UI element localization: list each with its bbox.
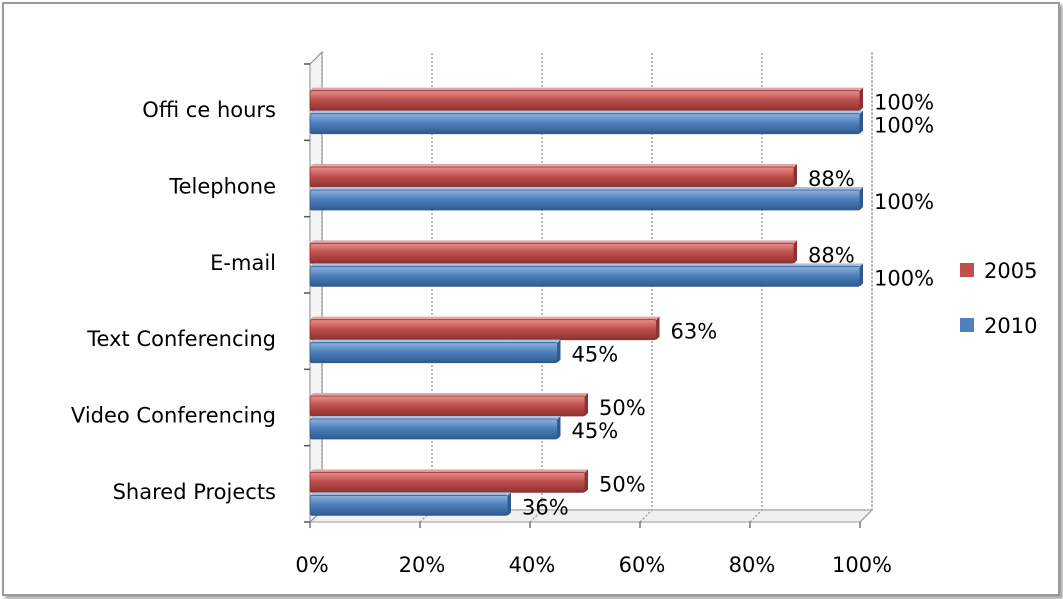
bar-front-face: [309, 418, 558, 440]
bar-front-face: [309, 189, 861, 211]
category-label: Telephone: [168, 175, 276, 199]
bar-end-face: [860, 87, 863, 111]
data-labels: 100%100%88%100%88%100%63%45%50%45%50%36%: [522, 91, 934, 520]
bar-2010: [309, 492, 511, 516]
bar-end-face: [557, 339, 561, 363]
bar-top-face: [310, 263, 863, 267]
category-label: Video Conferencing: [71, 404, 276, 428]
category-labels: Offi ce hours Telephone E-mail Text Confere…: [71, 98, 276, 504]
bar-top-face: [310, 87, 863, 91]
bar-top-face: [310, 316, 660, 320]
data-label-2010: 45%: [572, 419, 619, 443]
bar-front-face: [309, 494, 509, 516]
bar-top-face: [310, 469, 588, 473]
bar-end-face: [794, 240, 797, 264]
bar-end-face: [860, 187, 863, 210]
data-label-2005: 50%: [599, 472, 646, 496]
bar-end-face: [656, 316, 660, 340]
legend-swatch-2005: [960, 263, 974, 277]
data-label-2005: 50%: [599, 396, 646, 420]
bar-front-face: [309, 395, 586, 417]
bar-2005: [309, 316, 660, 341]
bar-top-face: [310, 339, 561, 343]
bar-2010: [309, 263, 863, 287]
bar-top-face: [310, 240, 797, 244]
gridline: [749, 52, 763, 523]
data-label-2010: 100%: [874, 266, 934, 290]
x-tick-label: 20%: [399, 553, 446, 577]
bar-front-face: [309, 90, 861, 112]
bar-2005: [309, 164, 797, 188]
bar-2010: [309, 110, 863, 135]
bar-top-face: [310, 110, 863, 114]
bar-front-face: [309, 265, 861, 287]
bar-top-face: [310, 393, 588, 396]
x-tick-labels: 0% 20% 40% 60% 80% 100%: [295, 553, 892, 577]
bar-2010: [309, 339, 561, 364]
bar-end-face: [508, 492, 511, 516]
bar-2005: [309, 240, 797, 264]
bar-chart: 100%100%88%100%88%100%63%45%50%45%50%36%…: [71, 50, 1037, 577]
x-tick-label: 80%: [729, 553, 776, 577]
bar-end-face: [585, 393, 588, 416]
data-label-2005: 88%: [808, 243, 855, 267]
x-tick-label: 40%: [509, 553, 556, 577]
bar-2010: [309, 187, 863, 211]
gridline: [859, 52, 873, 523]
bar-front-face: [309, 319, 657, 341]
data-label-2005: 88%: [808, 167, 855, 191]
bar-2005: [309, 87, 863, 112]
data-label-2010: 100%: [874, 190, 934, 214]
legend-label-2005: 2005: [984, 259, 1037, 283]
category-label: E-mail: [210, 251, 276, 275]
data-label-2010: 45%: [572, 343, 619, 367]
bar-end-face: [585, 469, 588, 493]
bar-end-face: [794, 164, 797, 187]
category-label: Shared Projects: [113, 480, 276, 504]
bar-2005: [309, 393, 588, 417]
x-tick-label: 0%: [295, 553, 328, 577]
data-label-2005: 100%: [874, 91, 934, 115]
bar-2010: [309, 416, 561, 440]
data-label-2010: 100%: [874, 114, 934, 138]
bar-front-face: [309, 471, 586, 493]
bar-end-face: [860, 263, 863, 287]
bar-end-face: [557, 416, 561, 439]
x-tick-label: 100%: [832, 553, 892, 577]
data-label-2010: 36%: [522, 495, 569, 519]
bar-front-face: [309, 242, 795, 264]
bar-top-face: [310, 164, 797, 167]
bar-2005: [309, 469, 588, 493]
bar-top-face: [310, 416, 561, 419]
legend-swatch-2010: [960, 318, 974, 332]
bar-end-face: [860, 110, 863, 134]
bars: [309, 87, 863, 516]
category-label: Offi ce hours: [142, 98, 276, 122]
bar-front-face: [309, 113, 861, 135]
gridline: [639, 52, 653, 523]
data-label-2005: 63%: [671, 320, 718, 344]
bar-top-face: [310, 492, 511, 496]
x-tick-label: 60%: [619, 553, 666, 577]
legend: 2005 2010: [960, 259, 1037, 338]
bar-front-face: [309, 166, 795, 188]
bar-front-face: [309, 342, 558, 364]
bar-top-face: [310, 187, 863, 190]
legend-label-2010: 2010: [984, 314, 1037, 338]
category-label: Text Conferencing: [86, 327, 276, 351]
gridline: [529, 52, 543, 523]
